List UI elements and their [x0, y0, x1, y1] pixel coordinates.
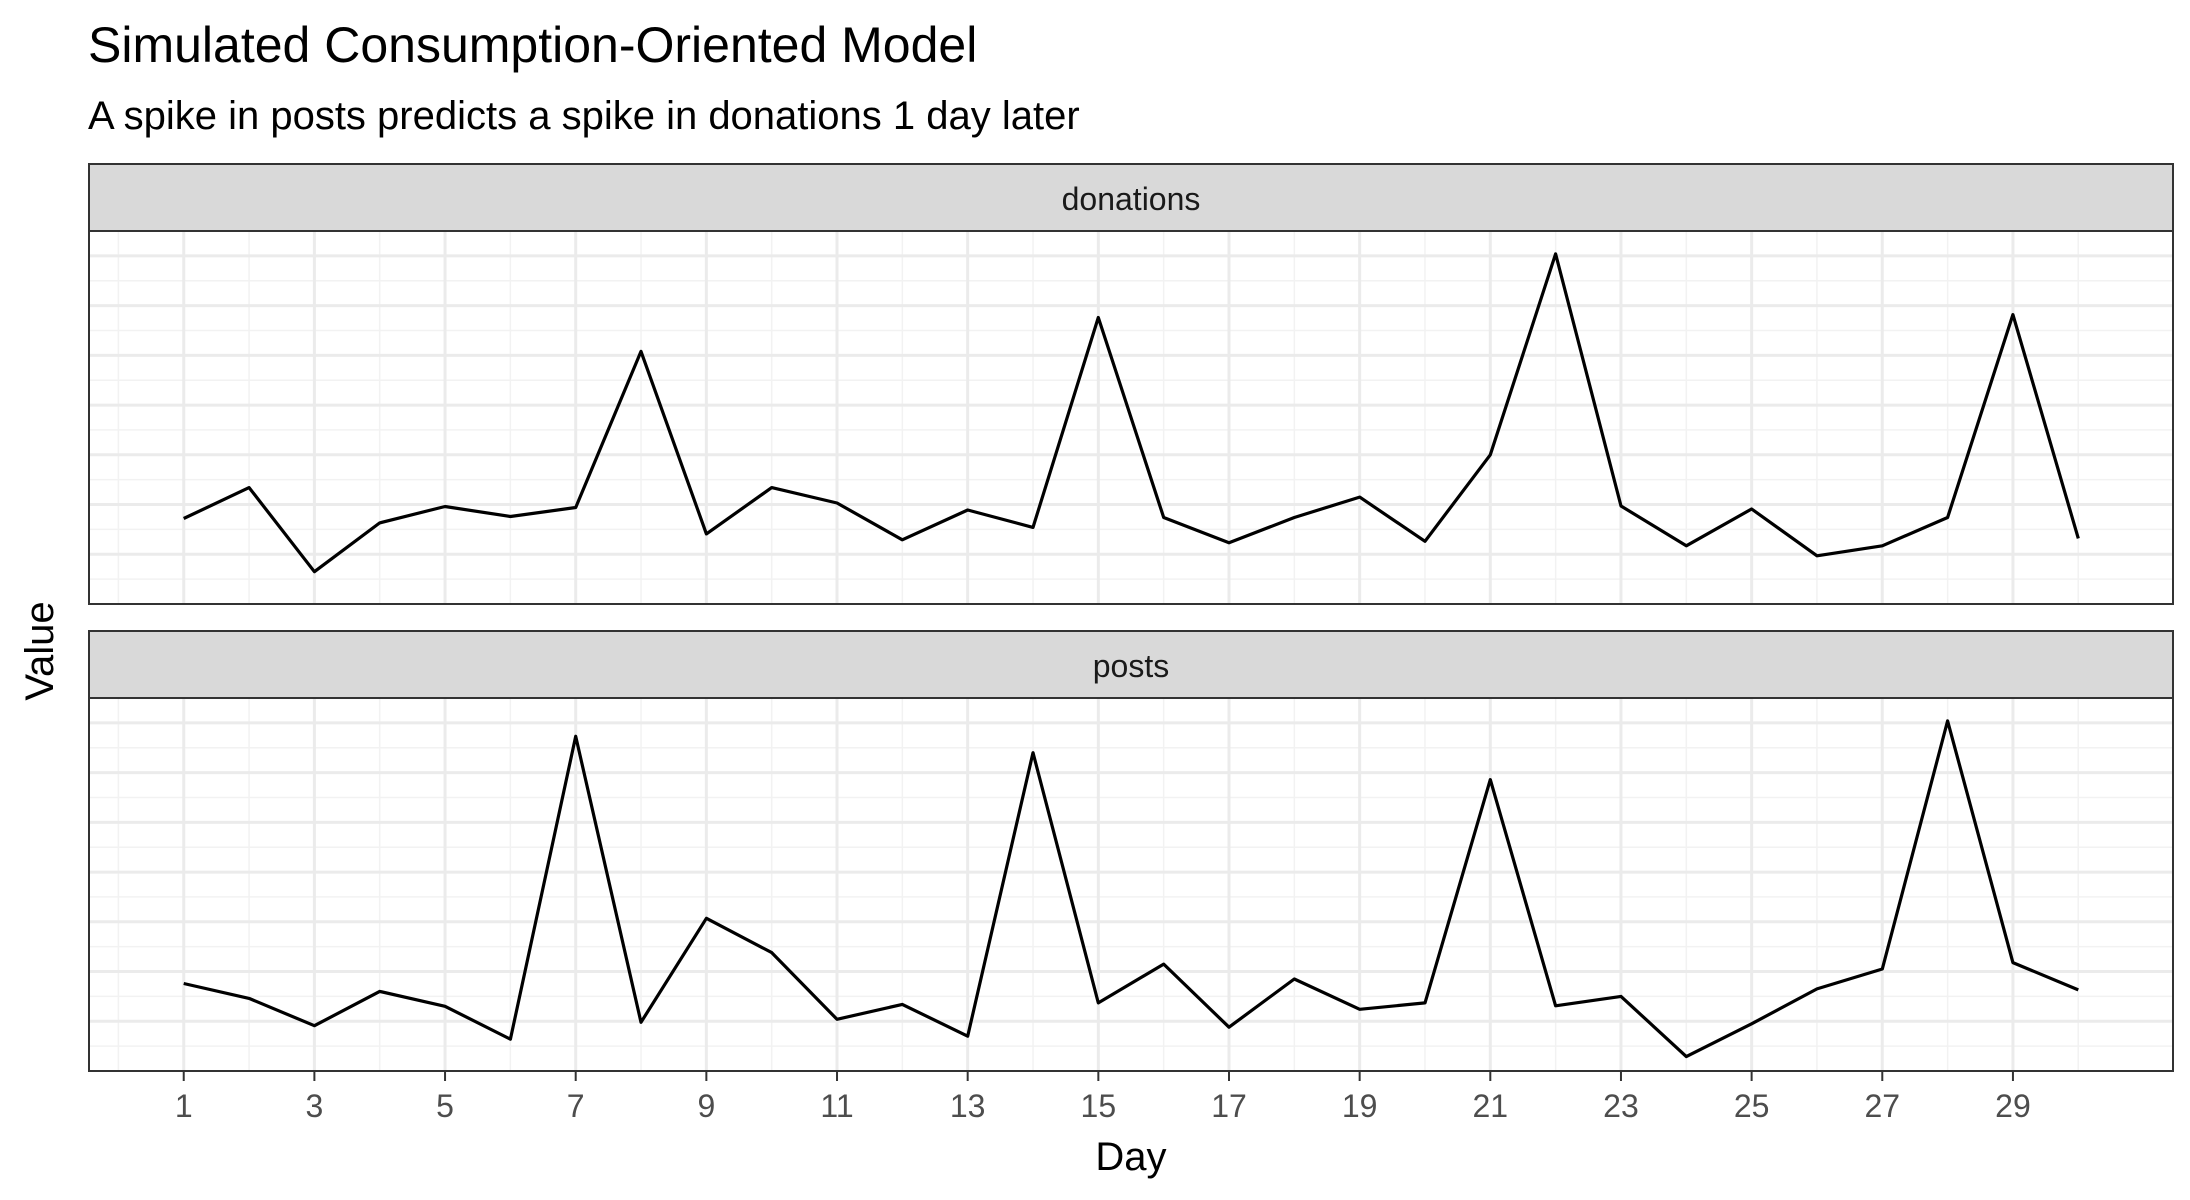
- x-tick-label: 5: [436, 1088, 454, 1124]
- x-tick-label: 11: [820, 1088, 853, 1124]
- chart-title: Simulated Consumption-Oriented Model: [88, 17, 977, 73]
- x-tick-label: 25: [1734, 1088, 1770, 1124]
- x-tick-label: 7: [567, 1088, 585, 1124]
- x-tick-label: 13: [950, 1088, 986, 1124]
- x-axis: 1 3 5 7 9 11 13 15 17 19 21 23 25 27 29: [175, 1071, 2031, 1124]
- x-tick-label: 19: [1342, 1088, 1378, 1124]
- x-tick-label: 9: [697, 1088, 715, 1124]
- x-tick-label: 15: [1081, 1088, 1117, 1124]
- y-axis-title: Value: [18, 601, 62, 700]
- panel-background-posts: [89, 698, 2173, 1071]
- series-line-donations: [183, 252, 2080, 574]
- x-tick-label: 29: [1995, 1088, 2031, 1124]
- facet-donations: donations: [88, 163, 2174, 605]
- series-line-posts: [183, 719, 2079, 1059]
- facet-label-donations: donations: [1062, 181, 1201, 217]
- panel-border-posts: [88, 697, 2174, 1072]
- x-tick-label: 1: [175, 1088, 193, 1124]
- x-tick-label: 23: [1603, 1088, 1639, 1124]
- facet-strip-posts: [88, 630, 2174, 699]
- facet-label-posts: posts: [1093, 648, 1169, 684]
- chart-subtitle: A spike in posts predicts a spike in don…: [88, 94, 1080, 138]
- x-axis-title: Day: [1095, 1135, 1166, 1179]
- panel-border-donations: [88, 230, 2174, 605]
- facet-strip-donations: [88, 163, 2174, 232]
- facet-posts: posts: [88, 630, 2174, 1072]
- x-tick-label: 27: [1864, 1088, 1900, 1124]
- x-tick-label: 3: [305, 1088, 323, 1124]
- x-tick-label: 21: [1473, 1088, 1509, 1124]
- x-tick-label: 17: [1211, 1088, 1247, 1124]
